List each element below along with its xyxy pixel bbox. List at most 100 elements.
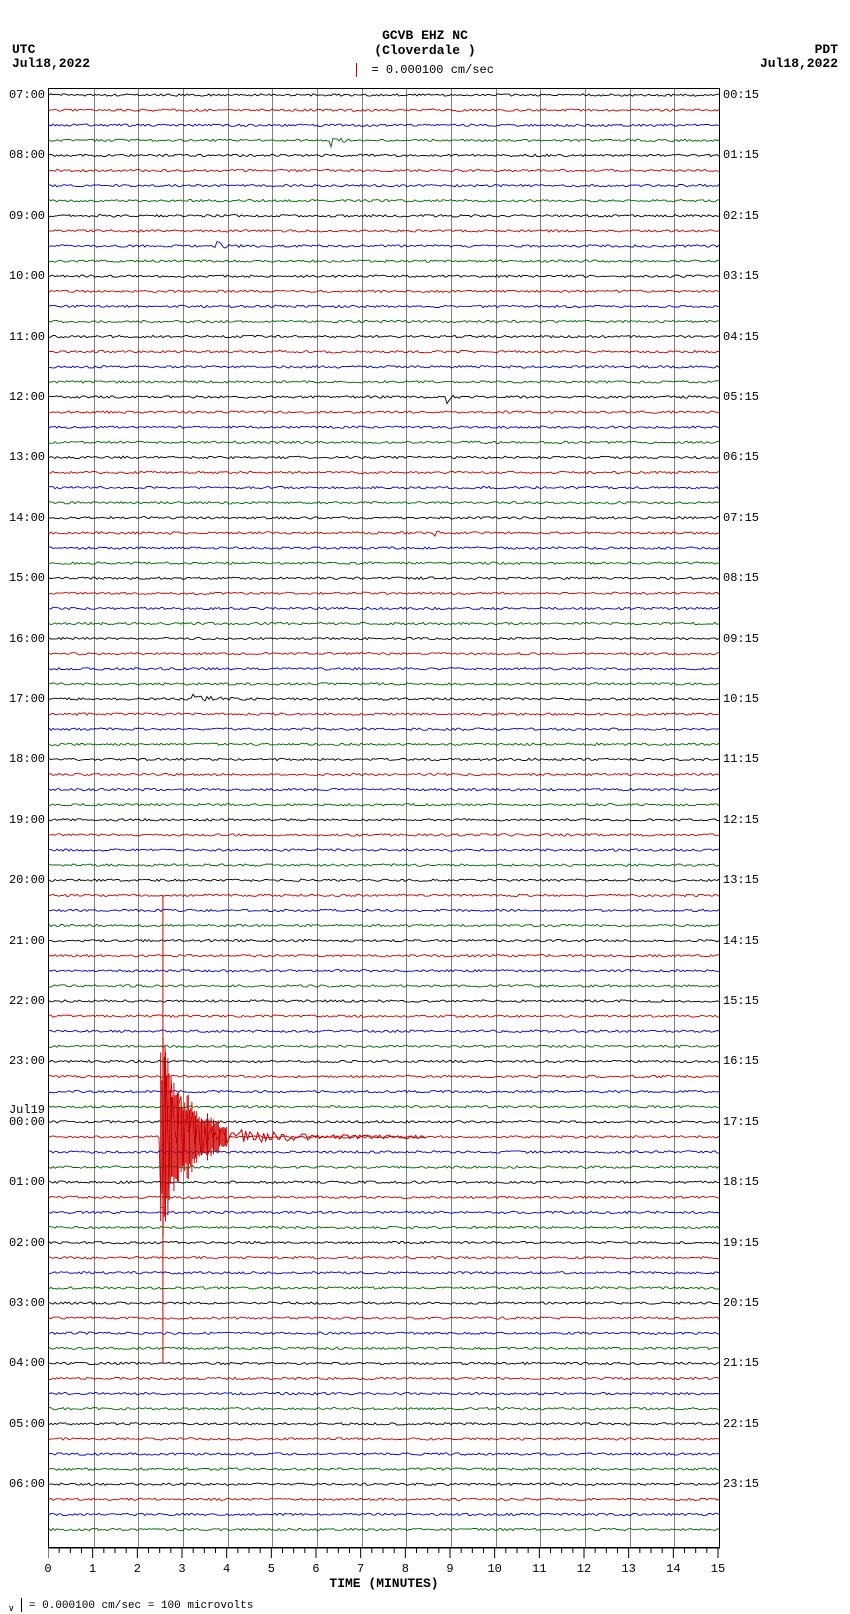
- seismic-trace: [49, 366, 719, 368]
- pdt-hour-label: 12:15: [723, 813, 759, 827]
- seismic-trace: [49, 1045, 719, 1047]
- utc-hour-label: 05:00: [9, 1417, 45, 1431]
- utc-hour-label: 20:00: [9, 873, 45, 887]
- seismic-trace: [49, 1196, 719, 1198]
- seismic-trace: [49, 683, 719, 685]
- seismic-trace: [49, 1181, 719, 1183]
- utc-hour-label: 14:00: [9, 511, 45, 525]
- utc-hour-label: 22:00: [9, 994, 45, 1008]
- utc-date-label: Jul19: [9, 1103, 45, 1117]
- date-left: Jul18,2022: [12, 56, 90, 71]
- seismic-trace: [49, 169, 719, 171]
- utc-hour-label: 09:00: [9, 209, 45, 223]
- utc-hour-label: 06:00: [9, 1477, 45, 1491]
- seismic-trace: [49, 531, 719, 536]
- seismic-trace: [49, 1121, 719, 1123]
- x-tick-label: 9: [446, 1562, 453, 1576]
- x-tick-label: 5: [268, 1562, 275, 1576]
- seismic-trace: [49, 713, 719, 715]
- seismic-trace: [49, 1438, 719, 1440]
- seismic-trace: [49, 1272, 719, 1274]
- seismic-trace: [49, 184, 719, 186]
- pdt-hour-label: 02:15: [723, 209, 759, 223]
- utc-hour-label: 12:00: [9, 390, 45, 404]
- scale-text: = 0.000100 cm/sec: [371, 63, 493, 77]
- seismic-trace: [49, 1287, 719, 1289]
- seismic-trace: [49, 1513, 719, 1515]
- seismic-trace: [49, 381, 719, 383]
- seismic-trace: [49, 924, 719, 926]
- x-tick-label: 4: [223, 1562, 230, 1576]
- seismic-trace: [49, 290, 719, 292]
- pdt-hour-label: 15:15: [723, 994, 759, 1008]
- utc-hour-label: 13:00: [9, 450, 45, 464]
- x-tick-label: 1: [89, 1562, 96, 1576]
- seismic-trace: [49, 109, 719, 111]
- utc-hour-label: 04:00: [9, 1356, 45, 1370]
- seismic-trace: [49, 1000, 719, 1002]
- seismic-trace: [49, 804, 719, 806]
- utc-hour-label: 01:00: [9, 1175, 45, 1189]
- seismic-trace: [49, 441, 719, 443]
- x-tick-label: 12: [577, 1562, 591, 1576]
- seismic-trace: [49, 1030, 719, 1032]
- seismic-trace: [49, 1453, 719, 1455]
- seismic-trace: [49, 124, 719, 126]
- seismic-trace: [49, 970, 719, 972]
- seismic-trace: [49, 1090, 719, 1092]
- plot-area: 07:0008:0009:0010:0011:0012:0013:0014:00…: [48, 88, 720, 1548]
- seismic-trace: [49, 1257, 719, 1259]
- seismic-trace: [49, 1468, 719, 1470]
- pdt-hour-label: 16:15: [723, 1054, 759, 1068]
- utc-hour-label: 17:00: [9, 692, 45, 706]
- seismic-trace: [49, 426, 719, 428]
- pdt-hour-label: 19:15: [723, 1236, 759, 1250]
- x-tick-label: 10: [487, 1562, 501, 1576]
- pdt-hour-label: 11:15: [723, 752, 759, 766]
- utc-hour-label: 00:00: [9, 1115, 45, 1129]
- seismic-trace: [49, 154, 719, 156]
- pdt-hour-label: 07:15: [723, 511, 759, 525]
- seismic-trace: [49, 1528, 719, 1530]
- seismic-trace: [49, 819, 719, 821]
- x-tick-label: 2: [134, 1562, 141, 1576]
- seismic-trace: [49, 395, 719, 403]
- seismic-trace: [49, 622, 719, 624]
- seismic-trace: [49, 1106, 719, 1108]
- seismic-trace: [49, 1498, 719, 1500]
- pdt-hour-label: 01:15: [723, 148, 759, 162]
- x-axis-ticks: [48, 1548, 720, 1562]
- pdt-hour-label: 22:15: [723, 1417, 759, 1431]
- seismic-trace: [49, 260, 719, 262]
- x-tick-label: 7: [357, 1562, 364, 1576]
- seismic-trace: [49, 894, 719, 896]
- pdt-hour-label: 21:15: [723, 1356, 759, 1370]
- seismic-trace: [49, 728, 719, 730]
- x-tick-label: 0: [44, 1562, 51, 1576]
- utc-hour-label: 08:00: [9, 148, 45, 162]
- seismic-trace: [49, 456, 719, 458]
- pdt-hour-label: 00:15: [723, 88, 759, 102]
- seismic-trace: [49, 694, 719, 701]
- x-tick-label: 14: [666, 1562, 680, 1576]
- seismogram-container: GCVB EHZ NC (Cloverdale ) = 0.000100 cm/…: [0, 0, 850, 1613]
- seismic-trace: [49, 335, 719, 337]
- seismic-trace: [49, 773, 719, 775]
- seismic-trace: [49, 1151, 719, 1153]
- utc-hour-label: 16:00: [9, 632, 45, 646]
- seismic-trace: [49, 668, 719, 670]
- seismic-trace: [49, 1317, 719, 1319]
- pdt-hour-label: 14:15: [723, 934, 759, 948]
- seismic-trace: [49, 985, 719, 987]
- seismic-trace: [49, 471, 719, 473]
- seismic-trace: [49, 486, 719, 488]
- seismic-trace: [49, 955, 719, 957]
- seismic-trace: [49, 864, 719, 866]
- seismic-trace: [49, 1060, 719, 1062]
- seismic-trace: [49, 215, 719, 217]
- station-title: GCVB EHZ NC: [0, 0, 850, 43]
- seismic-trace: [49, 1423, 719, 1425]
- seismic-trace: [49, 849, 719, 851]
- footer-scale: ∨ = 0.000100 cm/sec = 100 microvolts: [8, 1598, 253, 1614]
- timezone-left: UTC: [12, 42, 35, 57]
